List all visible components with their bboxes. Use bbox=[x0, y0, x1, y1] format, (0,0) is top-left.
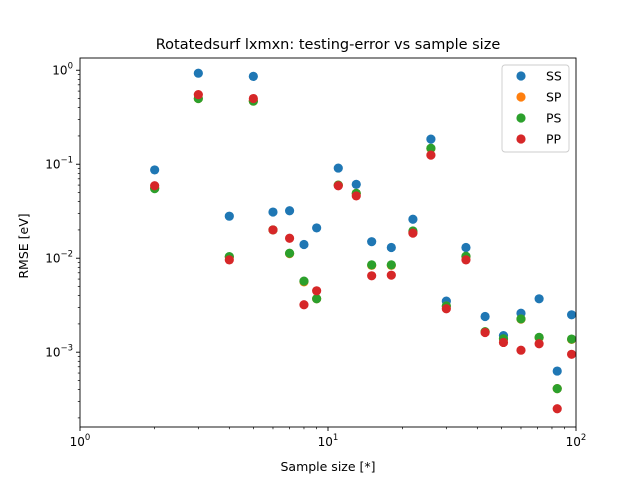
legend-label-ss: SS bbox=[546, 69, 562, 84]
data-point-ps-5 bbox=[284, 248, 295, 258]
legend-marker-sp bbox=[516, 92, 526, 102]
data-point-ss-2 bbox=[224, 211, 234, 221]
plot-area bbox=[79, 57, 577, 428]
data-point-pp-6 bbox=[299, 300, 309, 310]
data-point-pp-17 bbox=[498, 337, 509, 348]
data-point-ss-0 bbox=[150, 165, 160, 175]
data-point-ss-7 bbox=[312, 223, 322, 233]
data-point-pp-1 bbox=[193, 90, 203, 100]
data-point-ps-20 bbox=[552, 383, 562, 394]
data-point-ps-7 bbox=[312, 294, 322, 304]
data-point-ss-9 bbox=[351, 179, 361, 190]
data-point-ss-6 bbox=[299, 239, 309, 250]
data-point-ss-5 bbox=[284, 206, 295, 216]
data-point-pp-11 bbox=[386, 270, 396, 280]
legend-marker-pp bbox=[516, 134, 526, 144]
data-point-ss-15 bbox=[461, 242, 471, 253]
data-point-ss-16 bbox=[480, 311, 490, 322]
data-point-ss-21 bbox=[567, 310, 577, 320]
data-point-pp-15 bbox=[461, 255, 471, 265]
data-point-ps-6 bbox=[299, 276, 309, 286]
x-axis-label: Sample size [*] bbox=[280, 459, 375, 474]
data-point-ss-8 bbox=[333, 163, 343, 173]
data-point-ps-21 bbox=[567, 334, 577, 344]
legend: SS SP PS PP bbox=[501, 64, 570, 153]
data-point-ss-1 bbox=[193, 68, 203, 78]
data-point-ps-18 bbox=[516, 314, 526, 324]
legend-label-sp: SP bbox=[546, 90, 562, 105]
data-point-ss-4 bbox=[268, 207, 278, 217]
data-point-pp-14 bbox=[441, 304, 451, 314]
data-point-pp-2 bbox=[224, 255, 234, 265]
data-point-pp-21 bbox=[567, 349, 577, 359]
data-point-pp-7 bbox=[312, 286, 322, 296]
data-point-ss-20 bbox=[552, 366, 562, 376]
data-point-pp-13 bbox=[426, 150, 436, 160]
data-point-ss-3 bbox=[248, 71, 258, 82]
data-point-pp-5 bbox=[284, 233, 295, 243]
data-point-ps-19 bbox=[534, 332, 544, 342]
y-axis-label: RMSE [eV] bbox=[16, 213, 31, 278]
data-point-pp-0 bbox=[150, 181, 160, 191]
data-point-pp-10 bbox=[367, 271, 377, 281]
legend-marker-ss bbox=[516, 71, 526, 81]
legend-label-ps: PS bbox=[546, 111, 562, 126]
data-point-pp-12 bbox=[408, 228, 418, 238]
data-point-ss-12 bbox=[408, 214, 418, 224]
legend-marker-ps bbox=[516, 113, 526, 123]
data-point-pp-4 bbox=[268, 225, 278, 235]
data-point-pp-18 bbox=[516, 345, 526, 355]
data-point-ps-13 bbox=[426, 143, 436, 153]
data-point-pp-8 bbox=[333, 181, 343, 191]
data-point-ps-10 bbox=[367, 260, 377, 270]
legend-label-pp: PP bbox=[546, 132, 562, 147]
data-point-ss-19 bbox=[534, 294, 544, 304]
data-point-pp-9 bbox=[351, 191, 361, 201]
data-point-pp-19 bbox=[534, 339, 544, 349]
legend-box bbox=[501, 64, 570, 153]
chart-title: Rotatedsurf lxmxn: testing-error vs samp… bbox=[156, 37, 501, 53]
data-point-pp-3 bbox=[248, 93, 258, 104]
data-point-ss-11 bbox=[386, 242, 396, 253]
data-point-ss-10 bbox=[367, 237, 377, 247]
data-point-pp-20 bbox=[552, 404, 562, 414]
data-point-pp-16 bbox=[480, 327, 490, 338]
data-point-ss-13 bbox=[426, 134, 436, 144]
data-point-ps-11 bbox=[386, 260, 396, 270]
